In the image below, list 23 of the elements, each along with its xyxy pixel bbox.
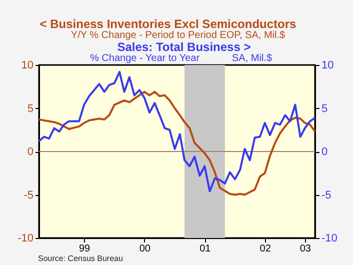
y-tick-label: -5	[24, 189, 34, 202]
line-series	[38, 90, 316, 196]
source-note: Source: Census Bureau	[38, 254, 123, 263]
x-tick-label: 99	[78, 244, 91, 254]
text: % Change - Year to Year	[90, 53, 200, 64]
y-tick-label: 5	[27, 102, 34, 115]
x-tick-label: 01	[200, 244, 212, 254]
series-label: Sales: Total Business >	[117, 40, 251, 54]
y2-tick-label: -5	[322, 189, 332, 202]
x-tick-label: 02	[260, 244, 272, 254]
y2-tick-label: 0	[322, 146, 328, 158]
x-tick-label: 03	[300, 244, 312, 254]
y-tick-label: 10	[21, 60, 34, 72]
y2-tick-label: 5	[322, 102, 328, 115]
text: Y/Y % Change - Period to Period EOP, SA, Mil.$	[70, 30, 286, 41]
y-tick-label: 0	[27, 146, 34, 158]
text: SA, Mil.$	[232, 53, 272, 64]
y-tick-label: -10	[18, 232, 34, 244]
y2-tick-label: -10	[322, 232, 338, 244]
text: < Business Inventories Excl Semiconductors	[40, 17, 296, 31]
line-series	[38, 70, 316, 192]
y2-tick-label: 10	[322, 60, 334, 72]
x-tick-label: 00	[139, 244, 151, 254]
